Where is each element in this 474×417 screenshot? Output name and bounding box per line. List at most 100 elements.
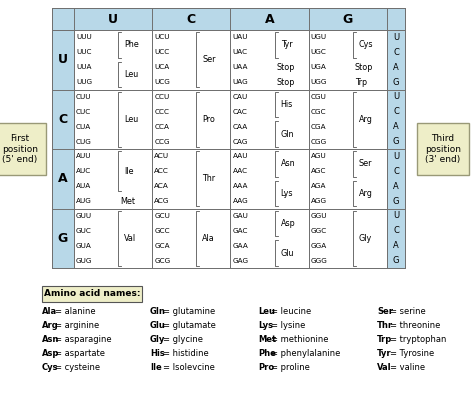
Text: CUA: CUA xyxy=(76,124,91,130)
Text: C: C xyxy=(393,107,399,116)
Bar xyxy=(74,90,152,149)
Text: ACC: ACC xyxy=(154,168,169,174)
Text: CAG: CAG xyxy=(233,138,248,145)
Text: ACG: ACG xyxy=(154,198,170,204)
Text: Glu: Glu xyxy=(281,249,294,258)
Text: CUG: CUG xyxy=(76,138,92,145)
Text: UUA: UUA xyxy=(76,64,91,70)
Text: CUU: CUU xyxy=(76,94,91,100)
Text: Ala: Ala xyxy=(42,307,57,317)
Text: C: C xyxy=(187,13,196,25)
Text: U: U xyxy=(108,13,118,25)
Bar xyxy=(152,30,230,90)
Text: His: His xyxy=(281,100,293,109)
Text: UAA: UAA xyxy=(233,64,248,70)
Text: GAC: GAC xyxy=(233,228,248,234)
Text: Met: Met xyxy=(258,336,276,344)
Text: C: C xyxy=(58,113,68,126)
Text: C: C xyxy=(393,48,399,57)
Text: = histidine: = histidine xyxy=(164,349,209,359)
Text: Stop: Stop xyxy=(277,78,295,87)
Text: Ile: Ile xyxy=(150,364,162,372)
Bar xyxy=(152,208,230,268)
Text: Thr: Thr xyxy=(202,174,216,183)
Text: Ile: Ile xyxy=(124,167,134,176)
Text: Tyr: Tyr xyxy=(281,40,292,49)
Text: Arg: Arg xyxy=(359,189,373,198)
Text: A: A xyxy=(393,241,399,250)
Text: UUC: UUC xyxy=(76,49,91,55)
Text: CCU: CCU xyxy=(154,94,170,100)
Text: = Isolevcine: = Isolevcine xyxy=(164,364,215,372)
Text: CGG: CGG xyxy=(311,138,327,145)
Text: AUC: AUC xyxy=(76,168,91,174)
Text: G: G xyxy=(393,256,399,265)
Text: = asparagine: = asparagine xyxy=(55,336,112,344)
Text: UGG: UGG xyxy=(311,79,327,85)
Text: Stop: Stop xyxy=(277,63,295,72)
Text: CAU: CAU xyxy=(233,94,248,100)
Text: UGU: UGU xyxy=(311,35,327,40)
Text: UAG: UAG xyxy=(233,79,248,85)
Text: CCA: CCA xyxy=(154,124,169,130)
Text: Ala: Ala xyxy=(202,234,215,243)
Text: CAA: CAA xyxy=(233,124,248,130)
Text: GUC: GUC xyxy=(76,228,92,234)
Text: Phe: Phe xyxy=(258,349,276,359)
Text: Gln: Gln xyxy=(281,130,294,138)
Text: Lys: Lys xyxy=(281,189,293,198)
Text: Stop: Stop xyxy=(355,63,373,72)
Text: GGU: GGU xyxy=(311,213,327,219)
Text: Gly: Gly xyxy=(359,234,372,243)
Text: G: G xyxy=(343,13,353,25)
Text: Asp: Asp xyxy=(42,349,59,359)
Text: Ser: Ser xyxy=(359,159,373,168)
Text: Tyr: Tyr xyxy=(377,349,392,359)
Text: CGC: CGC xyxy=(311,109,327,115)
Text: Arg: Arg xyxy=(42,322,59,331)
Text: Met: Met xyxy=(120,196,135,206)
Text: Gln: Gln xyxy=(150,307,166,317)
Text: Cys: Cys xyxy=(359,40,374,49)
Text: = leucine: = leucine xyxy=(272,307,312,317)
Text: G: G xyxy=(393,78,399,87)
Text: CGA: CGA xyxy=(311,124,327,130)
Bar xyxy=(230,30,309,90)
Text: Asn: Asn xyxy=(42,336,59,344)
Text: GCG: GCG xyxy=(154,258,171,264)
Text: Ser: Ser xyxy=(202,55,216,64)
Text: GUA: GUA xyxy=(76,243,92,249)
Text: = alanine: = alanine xyxy=(55,307,96,317)
Text: UGC: UGC xyxy=(311,49,327,55)
Bar xyxy=(417,123,469,175)
Text: = tryptophan: = tryptophan xyxy=(391,336,447,344)
Text: U: U xyxy=(393,152,399,161)
Text: = Tyrosine: = Tyrosine xyxy=(391,349,435,359)
Text: A: A xyxy=(58,172,68,185)
Text: UCA: UCA xyxy=(154,64,170,70)
Text: Asp: Asp xyxy=(281,219,295,228)
Bar xyxy=(230,149,309,208)
Text: U: U xyxy=(58,53,68,66)
Text: First
position
(5' end): First position (5' end) xyxy=(2,134,38,164)
Text: Arg: Arg xyxy=(359,115,373,124)
Text: G: G xyxy=(393,196,399,206)
Text: Leu: Leu xyxy=(124,70,138,79)
Text: GUG: GUG xyxy=(76,258,92,264)
Text: = valine: = valine xyxy=(391,364,426,372)
Text: = threonine: = threonine xyxy=(391,322,441,331)
Text: Leu: Leu xyxy=(124,115,138,124)
Text: GAU: GAU xyxy=(233,213,248,219)
Text: AUG: AUG xyxy=(76,198,92,204)
Text: A: A xyxy=(393,182,399,191)
Text: ACA: ACA xyxy=(154,183,169,189)
Text: Asn: Asn xyxy=(281,159,295,168)
Bar xyxy=(309,208,387,268)
Text: CCG: CCG xyxy=(154,138,170,145)
Bar xyxy=(74,30,152,90)
Text: AAC: AAC xyxy=(233,168,247,174)
Text: Lys: Lys xyxy=(258,322,273,331)
Text: AGU: AGU xyxy=(311,153,327,159)
Bar xyxy=(309,90,387,149)
Text: = glycine: = glycine xyxy=(164,336,203,344)
